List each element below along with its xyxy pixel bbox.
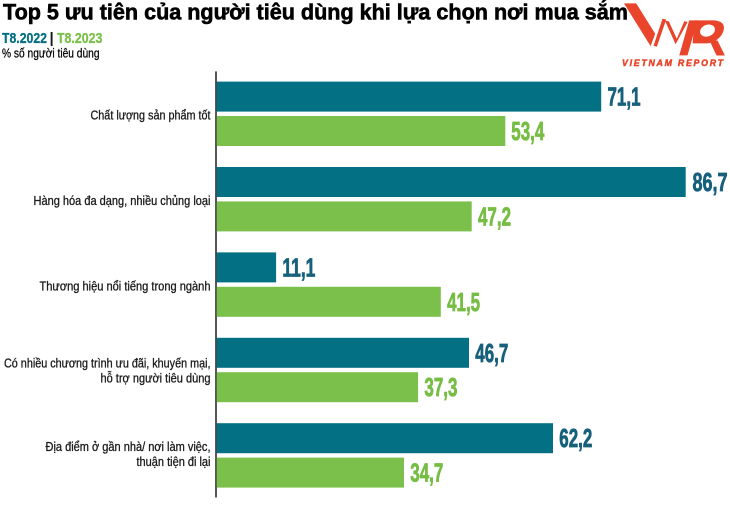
svg-text:41,5: 41,5 <box>447 287 480 317</box>
svg-text:Thương hiệu nổi tiếng trong ng: Thương hiệu nổi tiếng trong ngành <box>40 279 211 293</box>
svg-text:62,2: 62,2 <box>559 423 592 453</box>
svg-text:53,4: 53,4 <box>511 116 544 146</box>
svg-text:Có nhiều chương trình ưu đãi,: Có nhiều chương trình ưu đãi, khuyến mại… <box>4 356 211 370</box>
svg-text:hỗ trợ người tiêu dùng: hỗ trợ người tiêu dùng <box>101 370 211 385</box>
svg-text:VIETNAM REPORT: VIETNAM REPORT <box>622 58 725 68</box>
svg-text:46,7: 46,7 <box>475 338 508 368</box>
svg-text:T8.2023: T8.2023 <box>57 30 102 47</box>
svg-text:86,7: 86,7 <box>693 167 728 197</box>
svg-text:Địa điểm ở gần nhà/ nơi làm vi: Địa điểm ở gần nhà/ nơi làm việc, <box>46 440 211 454</box>
svg-text:37,3: 37,3 <box>424 372 457 402</box>
svg-text:71,1: 71,1 <box>608 82 641 112</box>
svg-text:Top 5 ưu tiên của người tiêu d: Top 5 ưu tiên của người tiêu dùng khi lự… <box>3 0 628 25</box>
svg-text:47,2: 47,2 <box>478 201 511 231</box>
svg-text:11,1: 11,1 <box>282 252 315 282</box>
svg-text:% số người tiêu dùng: % số người tiêu dùng <box>2 46 100 61</box>
svg-text:|: | <box>50 30 54 47</box>
svg-text:34,7: 34,7 <box>410 458 443 488</box>
svg-text:Hàng hóa đa dạng, nhiều chủng: Hàng hóa đa dạng, nhiều chủng loại <box>34 194 211 208</box>
svg-text:Chất lượng sản phẩm tốt: Chất lượng sản phẩm tốt <box>91 108 211 122</box>
svg-text:T8.2022: T8.2022 <box>2 30 47 47</box>
svg-text:thuận tiện đi lại: thuận tiện đi lại <box>137 455 211 469</box>
